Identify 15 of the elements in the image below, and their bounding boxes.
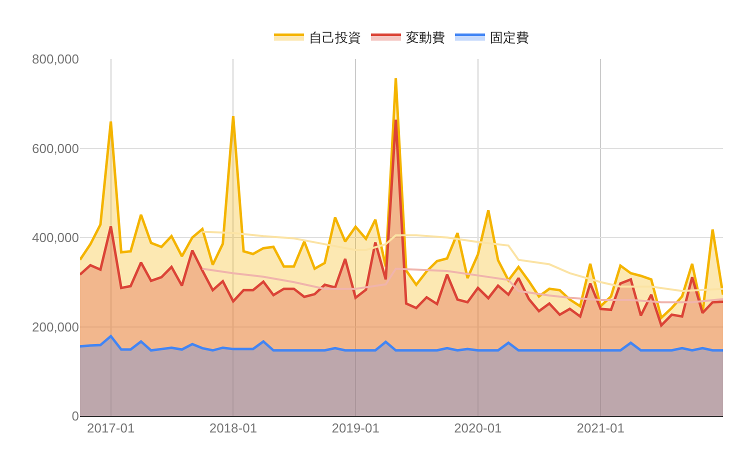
x-tick-label: 2019-01 bbox=[332, 420, 380, 436]
y-tick-label: 600,000 bbox=[32, 140, 79, 156]
legend-label: 変動費 bbox=[406, 30, 445, 46]
x-tick-label: 2018-01 bbox=[209, 420, 258, 436]
legend-label: 固定費 bbox=[490, 30, 529, 46]
y-tick-label: 200,000 bbox=[32, 319, 79, 334]
y-tick-label: 400,000 bbox=[32, 230, 79, 246]
legend-label: 自己投資 bbox=[309, 30, 361, 46]
x-tick-label: 2017-01 bbox=[86, 420, 135, 436]
x-tick-label: 2020-01 bbox=[454, 420, 502, 436]
line-series bbox=[201, 230, 723, 292]
y-tick-label: 800,000 bbox=[32, 52, 79, 67]
y-tick-label: 0 bbox=[72, 408, 79, 424]
x-tick-label: 2021-01 bbox=[576, 420, 624, 436]
line-series bbox=[201, 268, 723, 304]
